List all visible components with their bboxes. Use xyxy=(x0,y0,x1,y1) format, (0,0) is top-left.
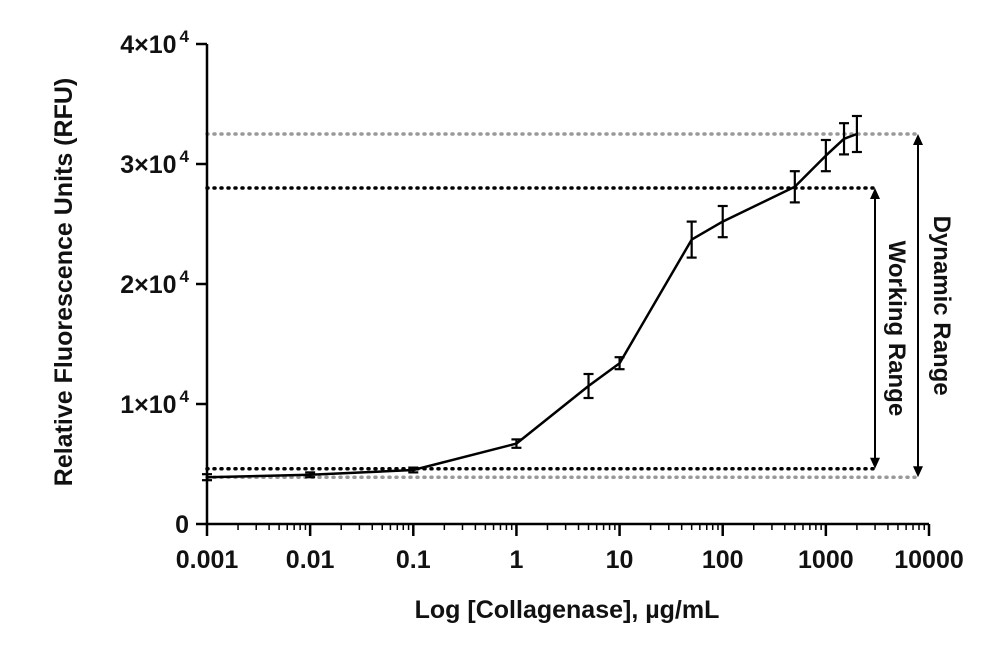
error-bar xyxy=(408,466,419,474)
error-bar xyxy=(511,438,522,449)
x-tick-label: 0.1 xyxy=(396,546,431,574)
range-indicators: Working Range Dynamic Range xyxy=(870,134,955,478)
x-tick-label: 1000 xyxy=(798,546,854,574)
error-bar xyxy=(686,220,697,259)
error-bar xyxy=(202,473,212,482)
axes: 0 1×10 4 2×10 4 3×10 4 4×10 4 0.001 0.01 0.1 1 10 100 1… xyxy=(120,27,964,574)
error-bar xyxy=(583,372,594,400)
range-arrow xyxy=(870,188,880,469)
series-line xyxy=(206,132,858,479)
y-tick-label: 2×10 4 xyxy=(120,267,189,299)
range-label: Dynamic Range xyxy=(928,216,955,396)
y-tick-label: 4×10 4 xyxy=(120,27,189,59)
x-axis-title: Log [Collagenase], µg/mL xyxy=(415,596,720,624)
y-tick-label: 0 xyxy=(175,511,189,539)
x-tick-label: 0.01 xyxy=(286,546,335,574)
error-bar xyxy=(820,138,831,173)
x-tick-label: 10000 xyxy=(894,546,964,574)
error-bar xyxy=(839,122,850,156)
range-arrow xyxy=(913,134,923,478)
x-tick-label: 10 xyxy=(606,546,634,574)
error-bar xyxy=(851,114,862,154)
error-bar xyxy=(717,204,728,239)
y-tick-label: 1×10 4 xyxy=(120,387,189,419)
reference-lines xyxy=(205,132,920,479)
data-series xyxy=(202,114,862,482)
x-tick-label: 100 xyxy=(702,546,744,574)
y-axis-title: Relative Fluorescence Units (RFU) xyxy=(50,78,78,486)
y-tick-label: 3×10 4 xyxy=(120,147,189,179)
error-bar xyxy=(305,471,316,479)
error-bar xyxy=(614,356,625,371)
x-tick-label: 1 xyxy=(509,546,523,574)
x-tick-label: 0.001 xyxy=(176,546,239,574)
range-label: Working Range xyxy=(883,241,910,417)
error-bar xyxy=(789,170,800,204)
